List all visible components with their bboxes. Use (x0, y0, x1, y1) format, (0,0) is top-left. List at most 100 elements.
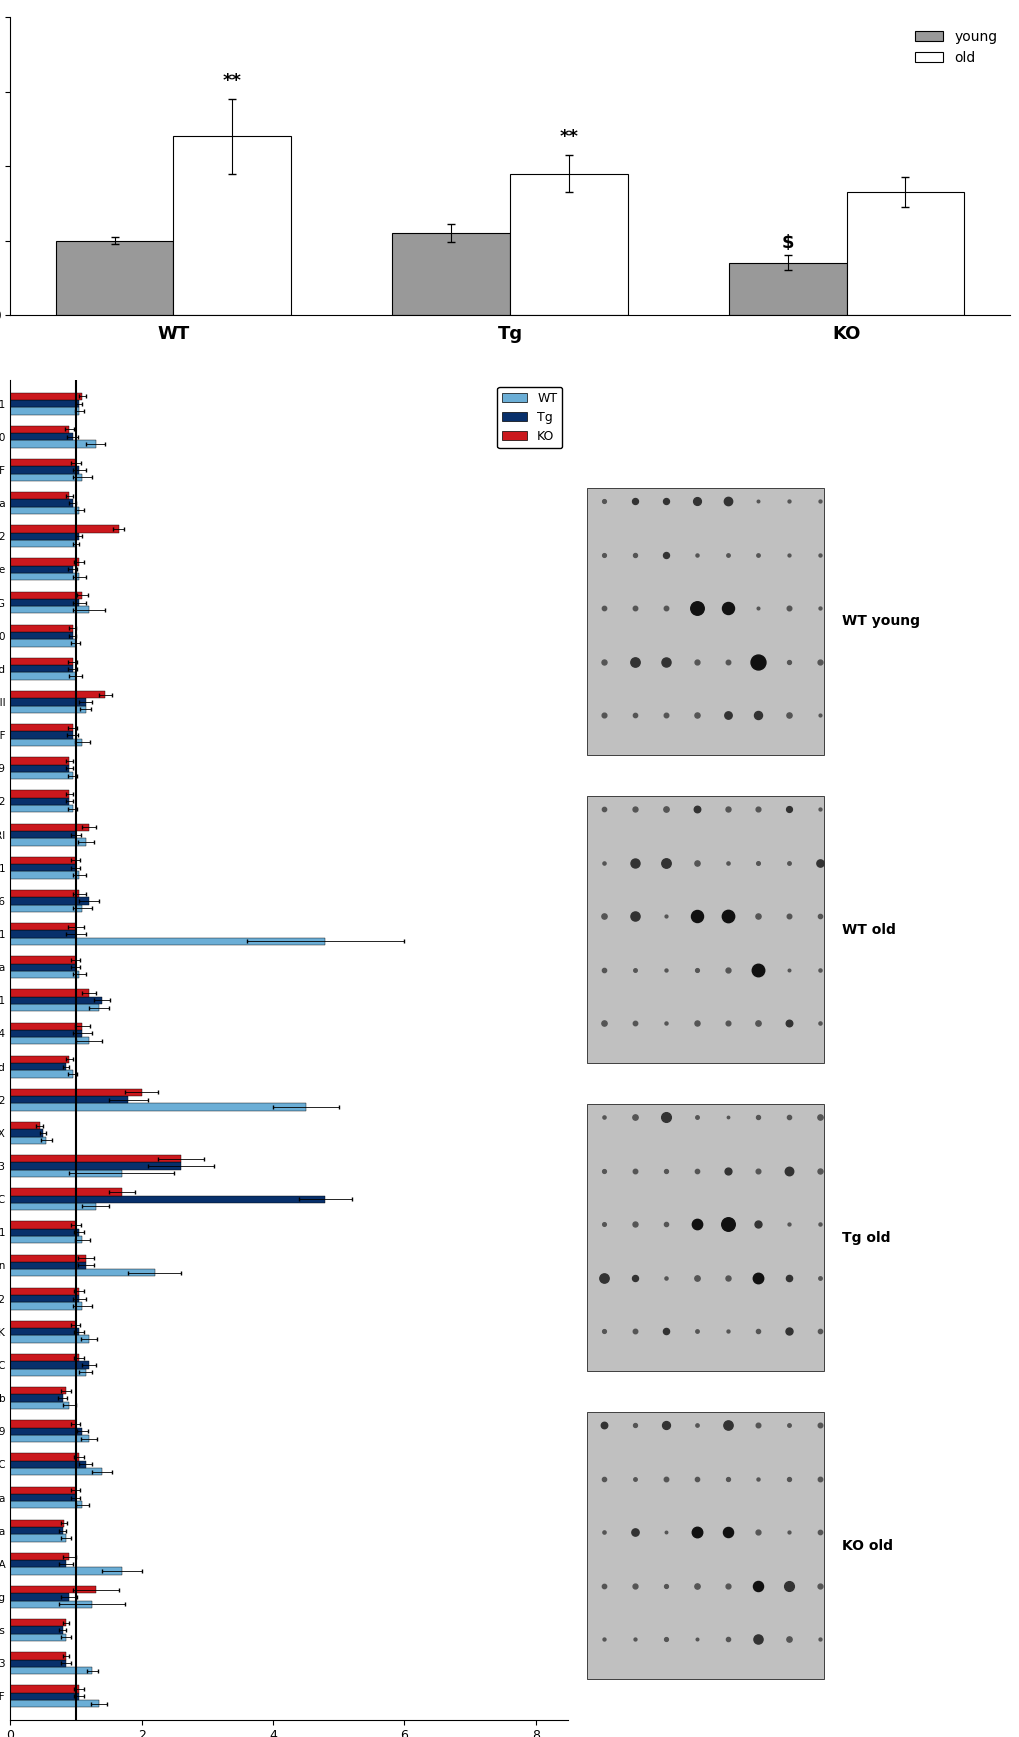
Point (657, 955, 674, 983)
Point (627, 1464, 643, 1492)
Bar (10, 764, 69, 771)
Point (781, 1626, 797, 1654)
Point (781, 1211, 797, 1238)
Point (688, 1265, 704, 1292)
Bar (10, 957, 75, 964)
Bar (10, 1461, 86, 1468)
Point (718, 955, 735, 983)
Point (811, 1103, 827, 1131)
Bar (10, 592, 83, 599)
Bar (10, 459, 75, 466)
Point (781, 796, 797, 823)
Point (595, 902, 611, 929)
Point (781, 1265, 797, 1292)
Bar (10, 1701, 99, 1707)
Point (657, 1103, 674, 1131)
Bar (10, 1593, 69, 1600)
Point (749, 1265, 765, 1292)
Bar (10, 1494, 75, 1501)
Point (718, 1103, 735, 1131)
Point (627, 1211, 643, 1238)
Point (688, 1626, 704, 1654)
Point (811, 648, 827, 676)
Bar (10, 797, 69, 804)
Bar (10, 1329, 79, 1336)
Point (595, 1317, 611, 1344)
Bar (10, 1270, 155, 1277)
Bar (10, 665, 72, 672)
Point (657, 702, 674, 730)
Point (627, 486, 643, 514)
Point (657, 1572, 674, 1600)
Bar (10, 1162, 180, 1169)
Bar (10, 1355, 79, 1362)
Point (657, 796, 674, 823)
Point (811, 955, 827, 983)
Bar (10, 872, 79, 879)
Point (627, 648, 643, 676)
Bar (10, 492, 69, 500)
Point (657, 1009, 674, 1037)
Point (595, 1157, 611, 1185)
Point (688, 1464, 704, 1492)
Bar (10, 1668, 92, 1674)
Bar (10, 1520, 64, 1527)
FancyBboxPatch shape (587, 1103, 823, 1372)
Point (595, 1626, 611, 1654)
Bar (10, 672, 75, 679)
Bar (10, 406, 79, 415)
Point (749, 1157, 765, 1185)
Point (657, 1317, 674, 1344)
Bar (10, 1096, 128, 1103)
Text: $: $ (781, 234, 793, 252)
Bar (10, 1228, 79, 1237)
Point (749, 1103, 765, 1131)
Bar (10, 757, 69, 764)
Point (781, 1009, 797, 1037)
Bar (10, 540, 75, 547)
Point (749, 540, 765, 568)
Point (811, 1265, 827, 1292)
Point (688, 594, 704, 622)
Bar (10, 724, 72, 731)
Bar (10, 573, 79, 580)
Bar (10, 1659, 66, 1668)
Point (688, 702, 704, 730)
Point (627, 702, 643, 730)
Point (781, 955, 797, 983)
Point (811, 1464, 827, 1492)
Point (718, 486, 735, 514)
Point (718, 702, 735, 730)
Point (627, 594, 643, 622)
Bar (392, 233, 510, 314)
Bar (10, 599, 79, 606)
Bar (10, 433, 72, 441)
Bar (10, 1221, 75, 1228)
Point (688, 1211, 704, 1238)
Point (811, 1572, 827, 1600)
Point (749, 702, 765, 730)
Point (627, 540, 643, 568)
Point (811, 1410, 827, 1438)
Point (718, 1626, 735, 1654)
Text: KO old: KO old (841, 1539, 892, 1553)
Bar (10, 625, 72, 632)
Bar (10, 1195, 325, 1202)
Bar (10, 1685, 79, 1694)
Point (595, 1572, 611, 1600)
Bar (10, 1155, 180, 1162)
Point (627, 1626, 643, 1654)
Point (781, 1157, 797, 1185)
Bar (10, 1652, 66, 1659)
Point (718, 1518, 735, 1546)
Bar (10, 474, 83, 481)
Bar (10, 1600, 92, 1608)
Bar (56, 240, 173, 314)
Point (749, 1009, 765, 1037)
Bar (10, 1435, 89, 1442)
Point (595, 702, 611, 730)
Point (657, 1410, 674, 1438)
Point (749, 849, 765, 877)
Point (657, 902, 674, 929)
Point (811, 1626, 827, 1654)
